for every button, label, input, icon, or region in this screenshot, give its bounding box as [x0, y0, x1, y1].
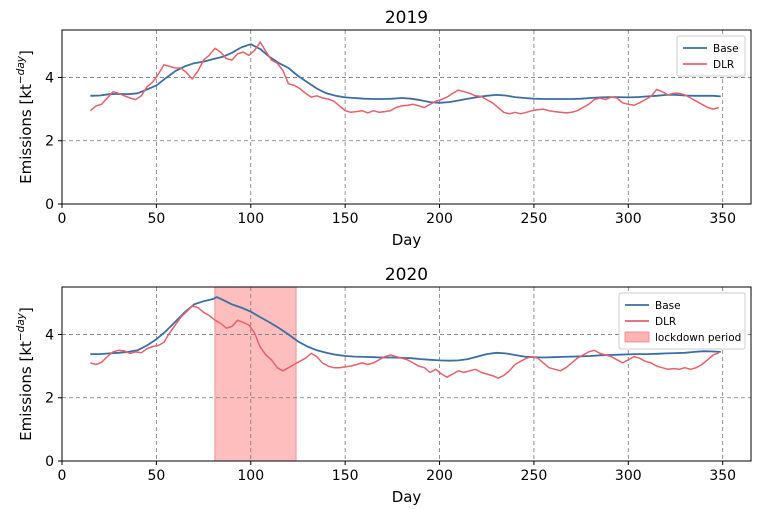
- series-line-dlr: [90, 305, 720, 379]
- y-axis-label-base: Emissions [kt: [17, 84, 35, 184]
- chart-title: 2020: [385, 265, 428, 285]
- y-tick: 4: [45, 327, 62, 343]
- x-tick: 50: [147, 204, 165, 227]
- legend-box: [618, 292, 746, 350]
- x-tick-label: 350: [709, 211, 736, 227]
- x-tick-label: 250: [521, 211, 548, 227]
- x-tick-label: 0: [58, 468, 67, 484]
- y-axis-label: Emissions [kt−day]: [15, 307, 35, 441]
- x-tick: 200: [426, 461, 453, 484]
- x-tick-label: 150: [332, 468, 359, 484]
- x-tick-label: 0: [58, 211, 67, 227]
- legend-label: Base: [713, 43, 739, 55]
- y-tick-label: 2: [45, 134, 54, 150]
- x-tick: 250: [521, 461, 548, 484]
- y-axis-label-sup: −day: [15, 312, 27, 341]
- x-tick: 0: [58, 461, 67, 484]
- x-tick: 100: [237, 461, 264, 484]
- legend-label: DLR: [713, 59, 734, 71]
- grid: [62, 30, 751, 204]
- x-tick-label: 50: [147, 468, 165, 484]
- x-tick-label: 100: [237, 468, 264, 484]
- chart-title: 2019: [385, 8, 428, 28]
- x-tick: 300: [615, 204, 642, 227]
- x-tick-label: 300: [615, 468, 642, 484]
- x-tick-label: 250: [521, 468, 548, 484]
- x-tick: 150: [332, 461, 359, 484]
- x-tick-label: 50: [147, 211, 165, 227]
- y-tick-label: 0: [45, 197, 54, 213]
- y-axis-label-end: ]: [17, 307, 35, 313]
- legend-box: [676, 35, 746, 77]
- legend-label: Base: [655, 300, 681, 312]
- x-axis-label: Day: [392, 488, 422, 506]
- x-tick-label: 200: [426, 211, 453, 227]
- x-tick: 100: [237, 204, 264, 227]
- x-tick-label: 200: [426, 468, 453, 484]
- axes-frame: [61, 29, 752, 205]
- y-tick: 4: [45, 70, 62, 86]
- x-tick-label: 350: [709, 468, 736, 484]
- y-tick-label: 4: [45, 327, 54, 343]
- y-tick: 2: [45, 391, 62, 407]
- y-tick: 0: [45, 197, 62, 213]
- y-axis-label-end: ]: [17, 50, 35, 56]
- y-axis-label-base: Emissions [kt: [17, 341, 35, 441]
- y-tick-label: 4: [45, 70, 54, 86]
- x-axis-label: Day: [392, 231, 422, 249]
- x-tick-label: 100: [237, 211, 264, 227]
- series-line-dlr: [89, 41, 720, 115]
- legend-label: DLR: [655, 316, 676, 328]
- x-tick-label: 300: [615, 211, 642, 227]
- x-tick: 300: [615, 461, 642, 484]
- legend: Base DLR: [676, 35, 746, 77]
- lockdown-region: [214, 286, 297, 462]
- legend-label: lockdown period: [655, 332, 741, 344]
- x-tick: 350: [709, 461, 736, 484]
- y-tick: 2: [45, 134, 62, 150]
- chart-panel-2019: 0 50 100 150 200 250 300 350 0 2 4 2019 Day Emissions…: [15, 8, 752, 249]
- y-tick-label: 2: [45, 391, 54, 407]
- series-line-base: [90, 43, 721, 104]
- chart-panel-2020: 0 50 100 150 200 250 300 350 0 2 4 2020 Day Emissions…: [15, 265, 752, 506]
- legend-swatch-lockdown: [624, 331, 650, 343]
- x-tick: 350: [709, 204, 736, 227]
- x-tick-label: 150: [332, 211, 359, 227]
- x-tick: 150: [332, 204, 359, 227]
- x-tick: 0: [58, 204, 67, 227]
- x-tick: 250: [521, 204, 548, 227]
- axes-frame: [61, 286, 752, 462]
- y-tick-label: 0: [45, 454, 54, 470]
- x-tick: 200: [426, 204, 453, 227]
- y-tick: 0: [45, 454, 62, 470]
- y-axis-label: Emissions [kt−day]: [15, 50, 35, 184]
- x-tick: 50: [147, 461, 165, 484]
- legend: Base DLR lockdown period: [618, 292, 746, 350]
- y-axis-label-sup: −day: [15, 55, 27, 84]
